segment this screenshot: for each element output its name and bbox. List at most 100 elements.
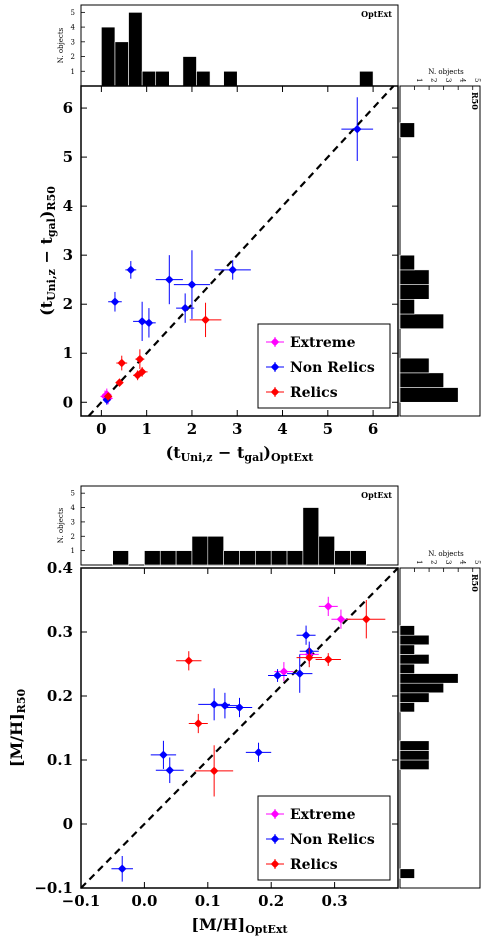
data-point: [126, 265, 136, 275]
axis-title-part: OptExt: [271, 451, 314, 464]
x-tick-label: 5: [323, 420, 333, 438]
right-histogram-axis-label: N. objects: [428, 68, 464, 76]
data-point: [324, 655, 333, 664]
right-histogram-bar: [399, 298, 415, 315]
legend-label: Non Relics: [290, 360, 375, 376]
right-histogram-frame: [399, 567, 481, 889]
data-point: [304, 653, 314, 662]
y-tick-label: 3: [63, 246, 73, 264]
data-point: [273, 671, 282, 680]
x-tick-label: 0.2: [258, 892, 284, 910]
x-tick-label: 3: [232, 420, 242, 438]
top-histogram-bar: [112, 550, 129, 566]
top-histogram-bar: [155, 70, 170, 87]
x-tick-label: 0: [96, 420, 106, 438]
axis-title-part: gal: [45, 218, 58, 237]
axis-title-part: gal: [244, 451, 263, 464]
legend-swatch: [270, 387, 280, 397]
top-histogram-bar: [302, 507, 320, 566]
series-relics: [103, 302, 222, 401]
axis-title-part: OptExt: [245, 923, 288, 936]
right-histogram-tick-label: 1: [415, 78, 423, 82]
y-tick-label: 4: [63, 197, 73, 215]
x-axis-title: [M/H]OptExt: [191, 915, 288, 936]
legend-label: Non Relics: [290, 832, 375, 848]
right-histogram-frame: [399, 85, 481, 417]
legend-label: Relics: [290, 857, 338, 873]
top-histogram-tick-label: 4: [71, 24, 76, 32]
data-point: [353, 124, 362, 134]
data-point: [137, 367, 147, 377]
right-histogram-bar: [399, 692, 430, 703]
x-tick-label: 0.3: [322, 892, 348, 910]
x-tick-label: 0.0: [131, 892, 157, 910]
right-histogram-bar: [399, 313, 444, 330]
data-point: [180, 303, 190, 313]
right-histogram-bar: [399, 740, 430, 751]
y-tick-label: 0: [63, 393, 73, 411]
top-histogram-tick-label: 2: [71, 53, 75, 61]
data-point: [165, 275, 174, 284]
x-tick-label: −0.1: [62, 892, 101, 910]
legend-swatch: [270, 859, 280, 869]
right-histogram-title: R50: [470, 92, 480, 110]
right-histogram-bar: [399, 122, 415, 138]
top-histogram-bar: [318, 535, 335, 566]
top-histogram-bar: [175, 550, 193, 566]
chart-1: 1 2 3 4 5 N. objects OptExt 1 2 3 4 5 N. objects R50 0…: [37, 4, 481, 464]
axis-title-part: Uni,z: [45, 269, 58, 301]
data-point: [103, 392, 113, 401]
data-point: [144, 318, 154, 328]
top-histogram-bar: [207, 535, 224, 566]
top-histogram-bar: [141, 70, 157, 87]
right-histogram-bar: [399, 750, 430, 761]
top-histogram-bar: [101, 26, 116, 87]
top-histogram-bar: [223, 70, 238, 87]
data-point: [201, 315, 210, 325]
top-histogram-bar: [182, 56, 197, 87]
data-point: [228, 265, 237, 275]
legend-label: Relics: [290, 385, 338, 401]
top-histogram-bar: [239, 550, 256, 566]
top-histogram-axis-label: N. objects: [57, 27, 65, 63]
axis-title-part: − t: [37, 237, 56, 270]
y-tick-label: 5: [63, 148, 73, 166]
y-tick-label: 0.4: [47, 559, 73, 577]
data-point: [301, 630, 311, 640]
top-histogram-bar: [359, 70, 374, 87]
right-histogram-bar: [399, 357, 430, 374]
axis-title-part: R50: [15, 689, 28, 714]
top-histogram-tick-label: 5: [71, 9, 75, 17]
legend-swatch: [270, 834, 280, 844]
right-histogram-bar: [399, 254, 415, 271]
right-histogram-bar: [399, 634, 430, 646]
top-histogram-bar: [334, 550, 351, 566]
right-histogram-bar: [399, 625, 415, 636]
axis-title-part: ): [37, 211, 56, 219]
legend-swatch: [270, 337, 280, 347]
right-histogram-bar: [399, 372, 444, 388]
chart-2: 1 2 3 4 5 N. objects OptExt 1 2 3 4 5 N. objects R50 −…: [7, 485, 481, 936]
right-histogram-axis-label: N. objects: [428, 550, 464, 558]
right-histogram-bar: [399, 269, 430, 285]
data-point: [336, 614, 346, 624]
y-tick-label: 0.3: [47, 623, 73, 641]
y-tick-label: 0.2: [47, 687, 73, 705]
axis-title-part: (t: [37, 300, 56, 316]
right-histogram-tick-label: 1: [415, 560, 423, 564]
top-histogram-bar: [128, 12, 143, 87]
right-histogram-bar: [399, 759, 430, 770]
legend-swatch: [270, 809, 280, 819]
right-histogram-tick-label: 5: [473, 560, 481, 564]
y-tick-label: 0.1: [47, 751, 73, 769]
top-histogram-bar: [270, 550, 288, 566]
data-point: [187, 280, 197, 289]
x-axis-title: (tUni,z − tgal)OptExt: [166, 443, 315, 464]
x-tick-label: 6: [368, 420, 378, 438]
x-tick-label: 2: [187, 420, 197, 438]
right-histogram-tick-label: 2: [430, 78, 438, 82]
right-histogram-bar: [399, 663, 415, 674]
data-point: [324, 602, 333, 611]
axis-title-part: [M/H]: [7, 713, 26, 767]
